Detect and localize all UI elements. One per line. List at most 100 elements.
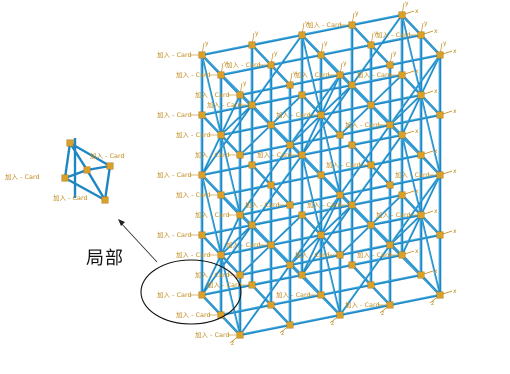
- node-label: 加入 - Card: [157, 50, 192, 59]
- ledger-x: [219, 63, 273, 77]
- ledger-x-highlight: [270, 294, 321, 305]
- node-label: 加入 - Card: [245, 200, 280, 209]
- detail-joint-node: [83, 166, 91, 174]
- ledger-x-highlight: [339, 184, 390, 195]
- plan-brace-highlight: [320, 204, 352, 235]
- plan-brace: [270, 214, 303, 246]
- brace-diagonal-highlight: [201, 174, 221, 255]
- ledger-x: [388, 53, 442, 67]
- node-label: 加入 - Card: [226, 240, 261, 249]
- brace-diagonal: [401, 14, 422, 96]
- brace-diagonal-highlight: [420, 174, 440, 215]
- brace-diagonal-highlight: [320, 114, 340, 195]
- joint-node: [317, 291, 325, 299]
- plan-brace-highlight: [239, 244, 271, 275]
- ledger-x-highlight: [201, 224, 252, 235]
- joint-node: [386, 301, 394, 309]
- joint-node: [317, 111, 325, 119]
- joint-node: [386, 61, 394, 69]
- joint-node: [336, 251, 344, 259]
- plan-brace: [370, 74, 403, 106]
- brace-diagonal: [201, 104, 253, 176]
- brace-diagonal: [351, 134, 403, 206]
- node-label: 加入 - Card: [195, 270, 230, 279]
- ledger-x: [200, 223, 254, 237]
- joint-node: [417, 271, 425, 279]
- plan-brace-highlight: [220, 104, 252, 135]
- plan-brace-highlight: [370, 74, 402, 105]
- joint-node: [198, 291, 206, 299]
- plan-brace-highlight: [289, 234, 321, 265]
- brace-diagonal: [339, 244, 391, 316]
- ledger-x: [338, 303, 392, 317]
- joint-node: [198, 51, 206, 59]
- plan-brace: [270, 94, 303, 126]
- ledger-x: [238, 203, 292, 217]
- brace-diagonal-highlight: [301, 204, 352, 275]
- ledger-x-highlight: [370, 34, 421, 45]
- node-label: 加入 - Card: [376, 210, 411, 219]
- ledger-x: [238, 83, 292, 97]
- brace-diagonal-highlight: [420, 94, 440, 175]
- joint-node: [367, 281, 375, 289]
- joint-node: [217, 131, 225, 139]
- node-label: 加入 - Card: [357, 250, 392, 259]
- ledger-x: [269, 53, 323, 67]
- node-label: 加入 - Card: [295, 250, 330, 259]
- axis-label-x: x: [453, 288, 457, 295]
- detail-member: [68, 141, 112, 168]
- joint-node: [436, 111, 444, 119]
- ledger-x-highlight: [370, 214, 421, 225]
- detail-node-label: 加入 - Card: [90, 151, 125, 160]
- ledger-x-highlight: [289, 254, 340, 265]
- ledger-x-highlight: [270, 54, 321, 65]
- brace-diagonal-highlight: [420, 214, 440, 295]
- ledger-x-highlight: [220, 64, 271, 75]
- joint-node: [367, 41, 375, 49]
- brace-diagonal: [201, 174, 222, 256]
- detail-member: [63, 141, 72, 180]
- joint-node: [298, 271, 306, 279]
- brace-diagonal-highlight: [320, 74, 340, 115]
- ledger-x-highlight: [339, 244, 390, 255]
- node-label: 加入 - Card: [357, 70, 392, 79]
- ledger-x-highlight: [351, 254, 402, 265]
- axis-label-x: x: [434, 268, 438, 275]
- brace-diagonal-highlight: [339, 244, 390, 315]
- brace-diagonal-highlight: [201, 104, 252, 175]
- ledger-x-highlight: [251, 154, 302, 165]
- brace-diagonal-highlight: [239, 94, 290, 145]
- joint-node: [436, 231, 444, 239]
- plan-brace-highlight: [320, 84, 352, 115]
- axis-label-y: y: [343, 60, 347, 67]
- ledger-x: [319, 283, 373, 297]
- ledger-x: [238, 143, 292, 157]
- joint-node: [417, 91, 425, 99]
- brace-diagonal-highlight: [301, 84, 352, 155]
- ledger-x: [369, 93, 423, 107]
- joint-node: [348, 21, 356, 29]
- joint-node: [236, 151, 244, 159]
- plan-brace: [389, 214, 422, 246]
- node-label: 加入 - Card: [157, 170, 192, 179]
- brace-diagonal: [301, 84, 353, 156]
- joint-node: [417, 31, 425, 39]
- ledger-x-highlight: [220, 124, 271, 135]
- brace-diagonal: [301, 204, 353, 276]
- ledger-x: [250, 33, 304, 47]
- ledger-x: [200, 43, 254, 57]
- brace-diagonal: [201, 224, 253, 296]
- detail-joint-node: [106, 162, 114, 170]
- plan-brace: [389, 94, 422, 126]
- joint-node: [267, 301, 275, 309]
- joint-node: [417, 211, 425, 219]
- brace-diagonal: [220, 214, 241, 256]
- brace-diagonal-highlight: [220, 254, 240, 335]
- brace-diagonal: [201, 54, 222, 136]
- ledger-x: [388, 233, 442, 247]
- plan-brace-highlight: [220, 224, 252, 255]
- ledger-x-highlight: [270, 234, 321, 245]
- brace-diagonal-highlight: [239, 214, 290, 265]
- joint-node: [336, 191, 344, 199]
